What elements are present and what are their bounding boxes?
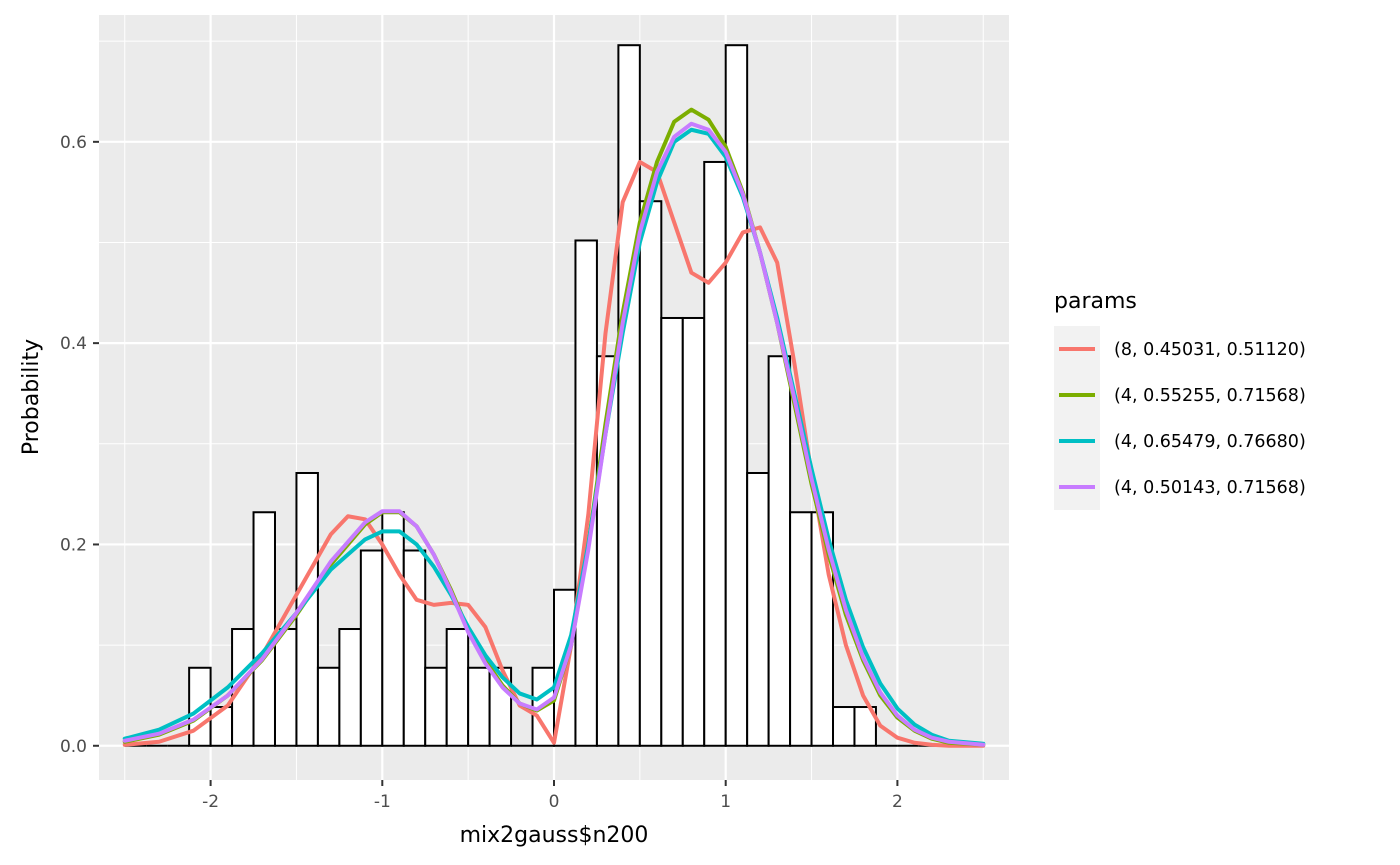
histogram-bar [402, 549, 427, 747]
x-tick-label: 0 [549, 792, 560, 812]
histogram-bars [124, 44, 984, 747]
legend-label: (4, 0.50143, 0.71568) [1114, 478, 1306, 498]
y-tick-label: 0.0 [60, 737, 87, 757]
legend-title: params [1054, 289, 1137, 314]
series-line [122, 121, 986, 747]
histogram-bar [316, 666, 341, 747]
legend-label: (4, 0.65479, 0.76680) [1114, 432, 1306, 452]
histogram-bar [445, 628, 470, 747]
y-axis-title: Probability [19, 339, 44, 455]
x-axis: -2 -1 0 1 2 [202, 780, 903, 812]
y-tick-label: 0.6 [60, 133, 87, 153]
histogram-bar [767, 355, 792, 747]
y-tick-label: 0.2 [60, 535, 87, 555]
histogram-bar [853, 706, 877, 747]
density-lines [122, 107, 986, 748]
histogram-bar [703, 160, 727, 747]
histogram-bar [252, 511, 276, 747]
histogram-bar [681, 316, 706, 747]
histogram-bar [724, 44, 749, 747]
x-tick-label: 1 [720, 792, 731, 812]
y-axis: 0.0 0.2 0.4 0.6 [60, 133, 99, 757]
histogram-bar [209, 706, 234, 747]
x-tick-label: 2 [892, 792, 903, 812]
histogram-bar [746, 471, 770, 747]
histogram-bar [359, 549, 384, 747]
histogram-bar [617, 44, 641, 747]
y-tick-label: 0.4 [60, 334, 87, 354]
legend: params (8, 0.45031, 0.51120) (4, 0.55255,… [1054, 289, 1306, 510]
histogram-bar [424, 666, 448, 747]
legend-label: (8, 0.45031, 0.51120) [1114, 340, 1306, 360]
x-tick-label: -2 [202, 792, 219, 812]
series-line [122, 159, 986, 748]
histogram-bar [338, 628, 362, 747]
histogram-bar [638, 200, 663, 747]
histogram-bar [273, 628, 298, 747]
x-tick-label: -1 [374, 792, 391, 812]
histogram-bar [660, 316, 684, 747]
legend-label: (4, 0.55255, 0.71568) [1114, 386, 1306, 406]
histogram-bar [789, 511, 813, 747]
x-axis-title: mix2gauss$n200 [460, 823, 649, 848]
histogram-bar [832, 706, 856, 747]
histogram-bar [467, 666, 491, 747]
